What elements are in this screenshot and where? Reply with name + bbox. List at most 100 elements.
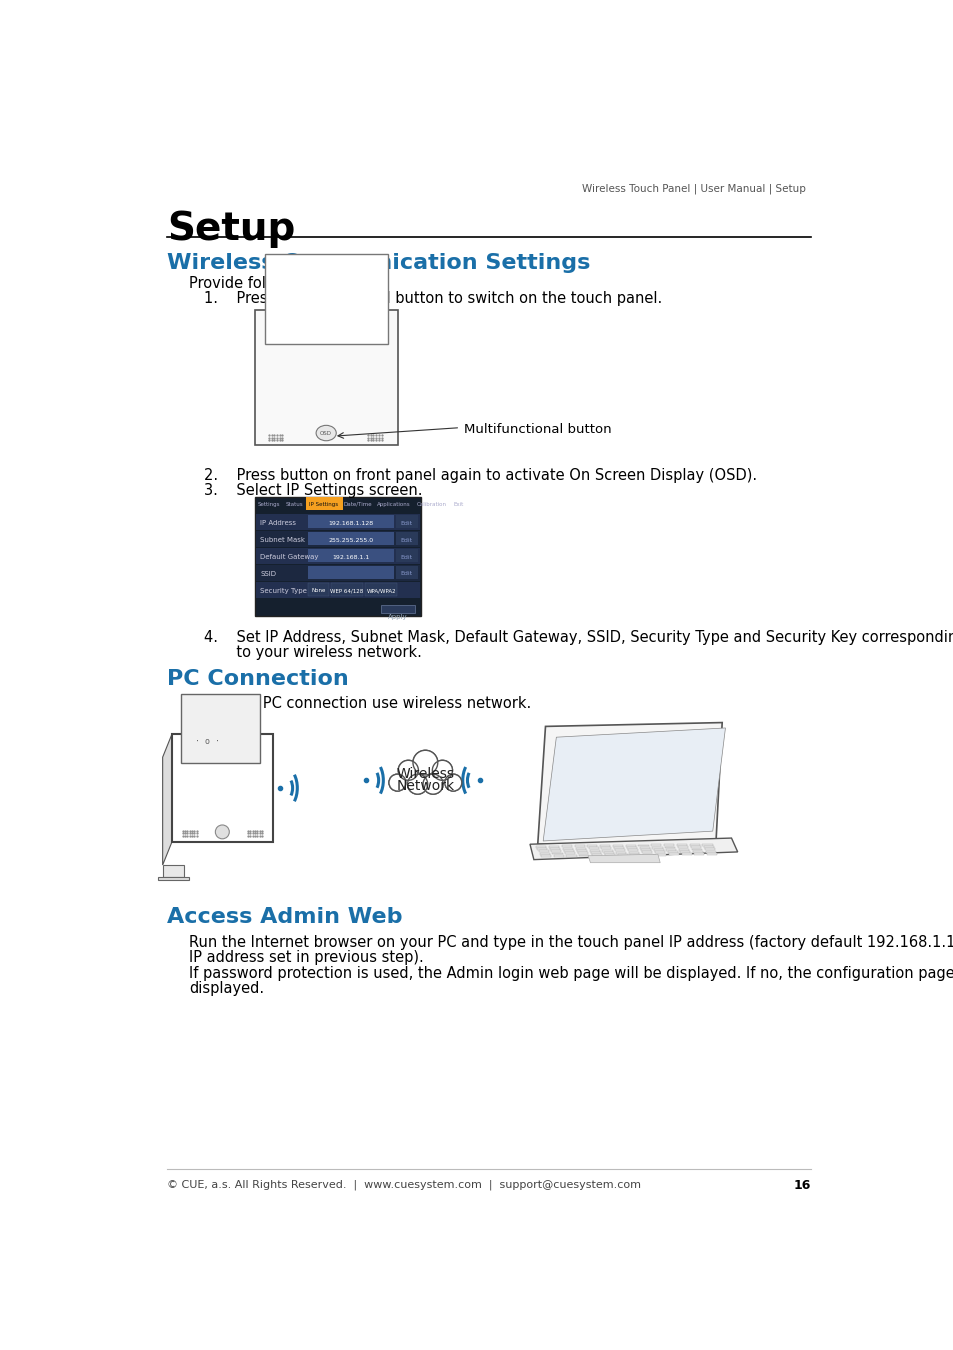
Bar bbox=[615, 849, 624, 852]
Bar bbox=[365, 583, 397, 595]
Bar bbox=[679, 849, 688, 850]
Bar bbox=[539, 853, 549, 855]
Polygon shape bbox=[587, 855, 659, 863]
Bar bbox=[540, 855, 550, 857]
Bar bbox=[664, 846, 675, 848]
Ellipse shape bbox=[407, 774, 427, 794]
Bar bbox=[256, 564, 419, 580]
Bar bbox=[663, 844, 674, 846]
Bar bbox=[578, 855, 589, 856]
Ellipse shape bbox=[413, 751, 437, 775]
Bar bbox=[265, 254, 388, 344]
Bar bbox=[565, 852, 575, 855]
Text: 255.255.255.0: 255.255.255.0 bbox=[328, 537, 374, 543]
Bar bbox=[630, 855, 639, 856]
Polygon shape bbox=[162, 734, 172, 865]
Text: Security Type: Security Type bbox=[260, 587, 307, 594]
Bar bbox=[599, 845, 610, 846]
Bar bbox=[256, 548, 419, 564]
Bar bbox=[642, 853, 653, 856]
Text: · o ·: · o · bbox=[195, 737, 220, 747]
Ellipse shape bbox=[389, 774, 406, 791]
Bar bbox=[181, 694, 259, 763]
Bar bbox=[395, 549, 417, 562]
Text: Multifunctional button: Multifunctional button bbox=[464, 423, 611, 436]
Polygon shape bbox=[158, 876, 189, 880]
Bar bbox=[256, 514, 419, 531]
Bar bbox=[625, 845, 635, 846]
Bar bbox=[551, 850, 560, 852]
Bar bbox=[578, 852, 587, 855]
Bar bbox=[604, 855, 615, 856]
Text: Calibration: Calibration bbox=[416, 502, 447, 506]
Text: Status: Status bbox=[285, 502, 303, 506]
Ellipse shape bbox=[413, 751, 437, 775]
Ellipse shape bbox=[397, 760, 418, 780]
Bar bbox=[640, 849, 650, 850]
Bar bbox=[639, 846, 649, 849]
Ellipse shape bbox=[444, 774, 461, 791]
Bar bbox=[563, 850, 574, 852]
Text: Settings: Settings bbox=[257, 502, 280, 506]
Bar bbox=[680, 853, 691, 856]
Ellipse shape bbox=[215, 825, 229, 838]
Text: None: None bbox=[311, 589, 325, 594]
Bar bbox=[652, 846, 661, 849]
Text: Wireless Touch Panel | User Manual | Setup: Wireless Touch Panel | User Manual | Set… bbox=[581, 184, 805, 194]
Ellipse shape bbox=[413, 751, 437, 775]
Text: · o O o ·: · o O o · bbox=[296, 316, 349, 325]
Ellipse shape bbox=[397, 760, 418, 780]
Text: 192.168.1.1: 192.168.1.1 bbox=[332, 555, 369, 559]
Text: 16: 16 bbox=[792, 1179, 810, 1192]
Ellipse shape bbox=[444, 774, 461, 791]
Bar bbox=[656, 853, 665, 856]
Text: IP address set in previous step).: IP address set in previous step). bbox=[189, 949, 423, 965]
Bar bbox=[587, 845, 597, 846]
Bar bbox=[654, 852, 664, 853]
Bar bbox=[592, 855, 601, 856]
Text: For direct PC connection use wireless network.: For direct PC connection use wireless ne… bbox=[189, 697, 531, 711]
Bar bbox=[600, 848, 611, 849]
Text: Applications: Applications bbox=[376, 502, 410, 506]
Bar bbox=[331, 583, 363, 595]
Text: Wireless Communication Settings: Wireless Communication Settings bbox=[167, 252, 590, 273]
Ellipse shape bbox=[389, 774, 406, 791]
Ellipse shape bbox=[397, 760, 418, 780]
Ellipse shape bbox=[389, 774, 406, 791]
Bar bbox=[638, 845, 648, 846]
Ellipse shape bbox=[432, 760, 452, 780]
Bar bbox=[548, 845, 558, 848]
Bar bbox=[577, 850, 586, 852]
Bar bbox=[566, 855, 576, 857]
Bar bbox=[395, 516, 417, 528]
Bar bbox=[704, 848, 714, 850]
Text: Wireless: Wireless bbox=[395, 767, 454, 782]
Bar bbox=[676, 844, 686, 846]
Text: Apply: Apply bbox=[388, 614, 408, 620]
Ellipse shape bbox=[407, 774, 427, 794]
Ellipse shape bbox=[422, 774, 443, 794]
Ellipse shape bbox=[315, 425, 335, 440]
Text: © CUE, a.s. All Rights Reserved.  |  www.cuesystem.com  |  support@cuesystem.com: © CUE, a.s. All Rights Reserved. | www.c… bbox=[167, 1179, 640, 1189]
Bar bbox=[612, 845, 622, 846]
Bar bbox=[629, 852, 639, 853]
Text: If password protection is used, the Admin login web page will be displayed. If n: If password protection is used, the Admi… bbox=[189, 965, 953, 981]
Text: Edit: Edit bbox=[400, 555, 413, 559]
Text: OSD: OSD bbox=[320, 431, 332, 436]
Bar bbox=[536, 845, 546, 848]
Bar bbox=[561, 845, 571, 848]
Bar bbox=[667, 850, 677, 853]
Text: Default Gateway: Default Gateway bbox=[260, 554, 318, 560]
Bar bbox=[651, 844, 660, 846]
Bar bbox=[550, 848, 559, 850]
Bar bbox=[668, 853, 679, 856]
Text: WPA/WPA2: WPA/WPA2 bbox=[366, 589, 395, 594]
Bar bbox=[689, 844, 699, 846]
Polygon shape bbox=[537, 722, 721, 844]
Bar bbox=[254, 310, 397, 444]
Text: Edit: Edit bbox=[400, 571, 413, 576]
Bar bbox=[307, 532, 394, 544]
Ellipse shape bbox=[402, 759, 448, 786]
Text: WEP 64/128: WEP 64/128 bbox=[330, 589, 363, 594]
Text: Date/Time: Date/Time bbox=[343, 502, 372, 506]
